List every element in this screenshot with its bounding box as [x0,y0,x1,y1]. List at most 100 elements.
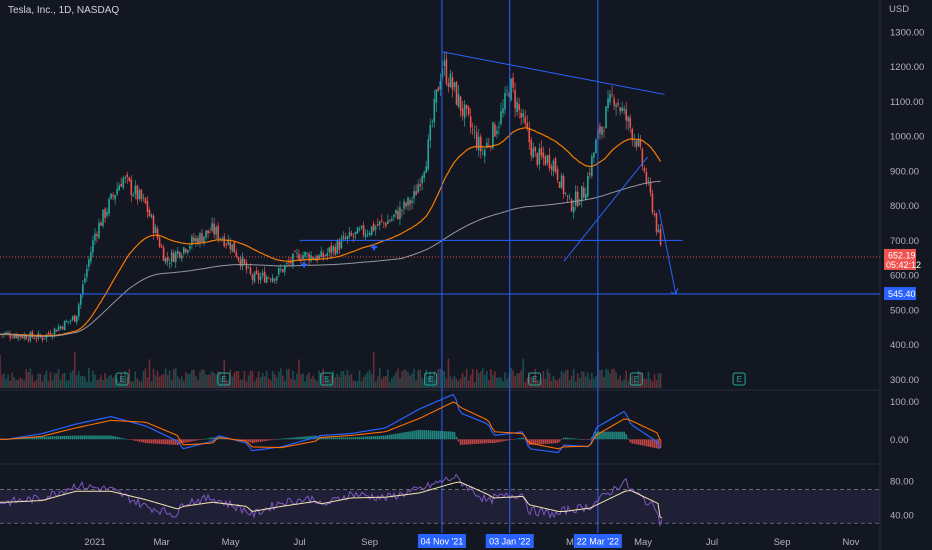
candle[interactable] [461,108,464,116]
candle[interactable] [106,211,108,216]
candle[interactable] [108,199,110,214]
candle[interactable] [320,251,322,258]
candle[interactable] [358,229,361,230]
candle[interactable] [427,139,430,170]
candle[interactable] [380,220,383,221]
candle[interactable] [195,237,197,242]
rsi-pane[interactable] [0,473,880,527]
candle[interactable] [174,252,177,263]
candle[interactable] [183,247,185,254]
candle[interactable] [294,251,296,253]
candle[interactable] [187,250,189,253]
candle[interactable] [316,256,318,261]
candle[interactable] [134,185,137,195]
candle[interactable] [623,108,625,111]
candle[interactable] [637,139,640,146]
candle[interactable] [277,268,280,275]
candle[interactable] [645,171,648,184]
candle[interactable] [506,90,508,92]
candle[interactable] [96,234,98,237]
candle[interactable] [534,146,537,152]
candle[interactable] [364,234,367,238]
candle[interactable] [120,184,122,187]
candle[interactable] [215,227,217,235]
candle[interactable] [651,193,654,213]
candle[interactable] [378,221,381,225]
candle[interactable] [423,171,425,178]
candle[interactable] [94,233,96,241]
candle[interactable] [574,191,577,206]
candle[interactable] [393,214,395,217]
candle[interactable] [217,225,219,240]
candle[interactable] [116,188,118,195]
candle[interactable] [65,321,68,323]
candle[interactable] [599,125,601,134]
candle[interactable] [508,93,510,97]
candle[interactable] [71,316,74,320]
candle[interactable] [233,242,236,253]
candle[interactable] [247,266,250,268]
candle[interactable] [288,261,290,263]
candle[interactable] [601,126,603,135]
candle[interactable] [566,195,569,197]
candle[interactable] [409,200,411,205]
candle[interactable] [366,233,369,235]
candle[interactable] [615,104,617,108]
candle[interactable] [492,122,494,149]
candle[interactable] [310,255,312,261]
candle[interactable] [564,193,567,194]
candle[interactable] [308,254,310,261]
candle[interactable] [176,250,179,254]
candle[interactable] [11,337,13,339]
candle[interactable] [21,335,24,338]
candle[interactable] [643,168,646,172]
candle[interactable] [263,271,266,283]
candle[interactable] [61,326,64,330]
candle[interactable] [146,200,149,213]
candle[interactable] [653,213,656,216]
candle[interactable] [223,236,226,247]
candle[interactable] [518,104,520,110]
candle[interactable] [132,194,135,196]
candle[interactable] [479,136,482,152]
candle[interactable] [342,236,345,239]
candle[interactable] [370,226,373,235]
earnings-marker[interactable] [115,372,129,386]
candle[interactable] [439,80,442,90]
candle[interactable] [328,247,331,253]
candle[interactable] [193,237,195,242]
candle[interactable] [148,210,151,217]
candle[interactable] [437,87,440,92]
candle[interactable] [322,252,324,258]
candle[interactable] [385,223,387,227]
candle[interactable] [435,89,438,103]
candle[interactable] [178,252,181,258]
candle[interactable] [130,179,133,196]
time-axis[interactable]: 2021MarMayJulSepNovJanMarMayJulSepNov04 … [84,534,860,548]
candle[interactable] [387,220,389,225]
candle[interactable] [522,113,524,118]
candle[interactable] [413,191,415,199]
candle[interactable] [259,276,262,281]
candle[interactable] [346,236,349,239]
candle[interactable] [473,131,476,133]
candle[interactable] [431,121,434,123]
cross-marker[interactable] [301,261,308,268]
candle[interactable] [433,99,436,123]
candle[interactable] [576,191,579,207]
candle[interactable] [142,197,145,199]
earnings-marker[interactable] [629,372,643,386]
candle[interactable] [100,222,102,226]
candle[interactable] [475,132,478,149]
candle[interactable] [544,156,547,166]
candle[interactable] [261,272,264,276]
candle[interactable] [102,209,104,226]
candle[interactable] [219,238,221,239]
candle[interactable] [29,332,32,341]
candle[interactable] [655,213,658,232]
candle[interactable] [449,73,452,88]
candle[interactable] [41,337,44,340]
candle[interactable] [203,236,205,244]
candle[interactable] [447,82,450,87]
